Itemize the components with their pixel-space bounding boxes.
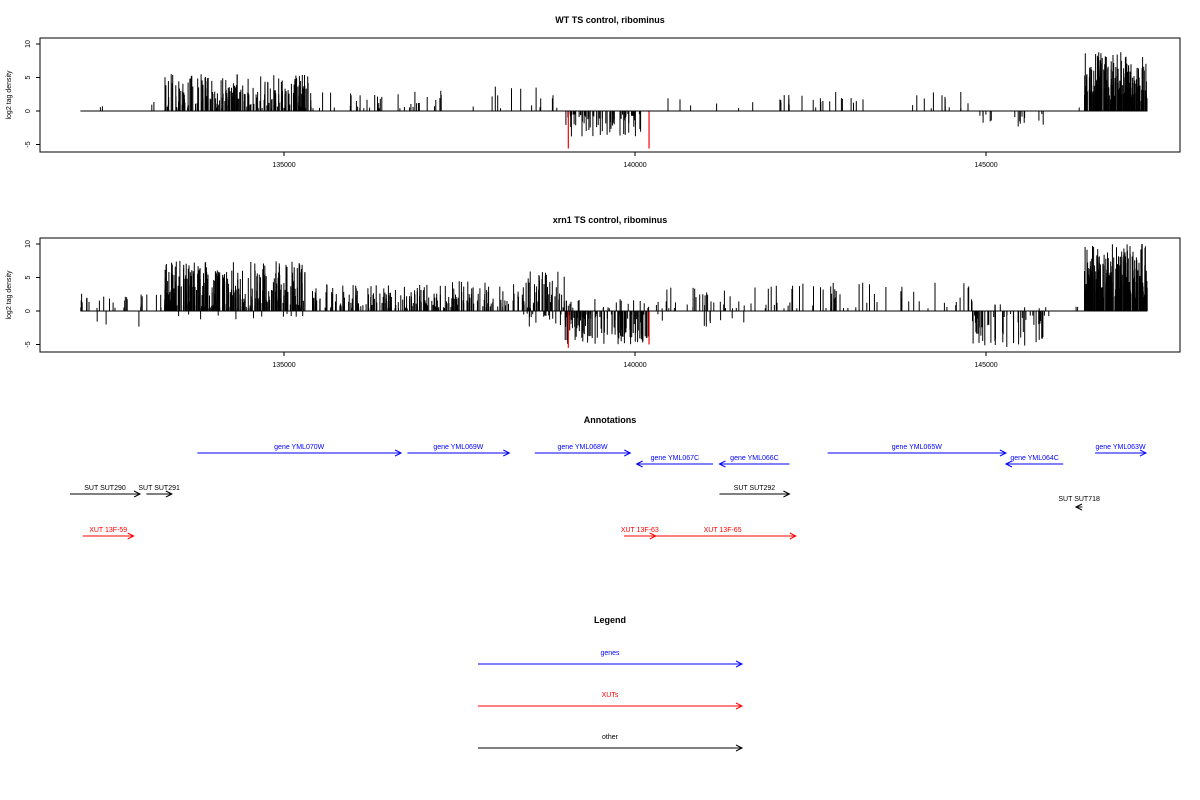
arrowhead-icon <box>789 532 797 540</box>
annotation-feature: SUT SUT718 <box>1058 496 1100 511</box>
xrn1-y-axis-label: log2 tag density <box>6 270 13 320</box>
feature-label: gene YML063W <box>1095 444 1145 451</box>
feature-label: gene YML070W <box>274 444 324 451</box>
annotations-panel: Annotations gene YML070W gene YML069W gene… <box>70 415 1148 540</box>
arrowhead-icon <box>1139 449 1148 457</box>
arrowhead-icon <box>1074 503 1083 511</box>
annotation-feature: XUT 13F-59 <box>82 527 135 540</box>
annotations-title: Annotations <box>584 415 637 425</box>
feature-label: XUT 13F-59 <box>89 527 127 534</box>
y-tick-label: -5 <box>25 141 32 147</box>
annotation-feature: gene YML063W <box>1095 444 1148 457</box>
wt-density-panel: WT TS control, ribominus log2 tag densit… <box>6 15 1181 169</box>
feature-label: SUT SUT292 <box>734 485 776 492</box>
legend-label: XUTs <box>602 692 619 699</box>
arrowhead-icon <box>783 490 791 498</box>
annotation-feature: gene YML066C <box>718 455 790 468</box>
x-tick-label: 140000 <box>623 362 646 369</box>
annotation-feature: XUT 13F-63 <box>621 527 659 540</box>
annotation-feature: SUT SUT291 <box>138 485 180 498</box>
feature-label: SUT SUT291 <box>138 485 180 492</box>
arrowhead-icon <box>165 490 173 498</box>
annotation-feature: gene YML064C <box>1004 455 1064 468</box>
xrn1-panel-title: xrn1 TS control, ribominus <box>553 215 668 225</box>
xrn1-axes: -5 0 5 10 135000 140000 145000 <box>25 240 1148 369</box>
wt-y-axis-label: log2 tag density <box>6 70 13 120</box>
legend-entry: genes <box>478 650 744 668</box>
legend-label: genes <box>600 650 620 657</box>
annotation-feature: gene YML070W <box>197 444 403 457</box>
xrn1-density-panel: xrn1 TS control, ribominus log2 tag dens… <box>6 215 1181 369</box>
feature-label: gene YML064C <box>1010 455 1059 462</box>
arrowhead-icon <box>1004 460 1013 468</box>
arrowhead-icon <box>735 660 744 668</box>
annotation-feature: gene YML065W <box>827 444 1008 457</box>
annotation-feature: SUT SUT292 <box>719 485 791 498</box>
y-tick-label: 10 <box>25 240 32 248</box>
wt-bars <box>99 52 1148 149</box>
legend-panel: Legend genes XUTs other <box>478 615 744 752</box>
annotation-feature: gene YML069W <box>407 444 511 457</box>
legend-entries: genes XUTs other <box>478 650 744 752</box>
annotation-feature: SUT SUT290 <box>70 485 142 498</box>
feature-label: gene YML068W <box>557 444 607 451</box>
wt-panel-title: WT TS control, ribominus <box>555 15 665 25</box>
arrowhead-icon <box>624 449 632 457</box>
y-tick-label: 10 <box>25 40 32 48</box>
y-tick-label: 0 <box>25 109 32 113</box>
y-tick-label: 5 <box>25 75 32 79</box>
wt-axes: -5 0 5 10 135000 140000 145000 <box>25 40 1148 169</box>
feature-label: gene YML065W <box>892 444 942 451</box>
arrowhead-icon <box>394 449 403 457</box>
legend-entry: XUTs <box>478 692 744 710</box>
arrowhead-icon <box>718 460 726 468</box>
arrowhead-icon <box>127 532 135 540</box>
xrn1-bars <box>80 244 1148 348</box>
annotation-features: gene YML070W gene YML069W gene YML068W gene… <box>70 444 1148 540</box>
arrowhead-icon <box>735 702 744 710</box>
y-tick-label: -5 <box>25 341 32 347</box>
feature-label: XUT 13F-65 <box>704 527 742 534</box>
y-tick-label: 0 <box>25 309 32 313</box>
arrowhead-icon <box>503 449 511 457</box>
xrn1-plot-frame <box>39 237 1181 353</box>
annotation-feature: gene YML067C <box>635 455 714 468</box>
legend-entry: other <box>478 734 744 752</box>
feature-label: SUT SUT718 <box>1058 496 1100 503</box>
x-tick-label: 145000 <box>974 362 997 369</box>
feature-label: gene YML067C <box>651 455 700 462</box>
annotation-feature: gene YML068W <box>534 444 632 457</box>
feature-label: XUT 13F-63 <box>621 527 659 534</box>
wt-plot-frame <box>39 37 1181 153</box>
x-tick-label: 135000 <box>272 162 295 169</box>
feature-label: SUT SUT290 <box>84 485 126 492</box>
x-tick-label: 145000 <box>974 162 997 169</box>
arrowhead-icon <box>735 744 744 752</box>
feature-label: gene YML069W <box>433 444 483 451</box>
arrowhead-icon <box>635 460 643 468</box>
x-tick-label: 135000 <box>272 362 295 369</box>
arrowhead-icon <box>133 490 142 498</box>
annotation-feature: XUT 13F-65 <box>649 527 797 540</box>
y-tick-label: 5 <box>25 275 32 279</box>
legend-title: Legend <box>594 615 626 625</box>
legend-label: other <box>602 734 619 741</box>
arrowhead-icon <box>999 449 1008 457</box>
x-tick-label: 140000 <box>623 162 646 169</box>
feature-label: gene YML066C <box>730 455 779 462</box>
